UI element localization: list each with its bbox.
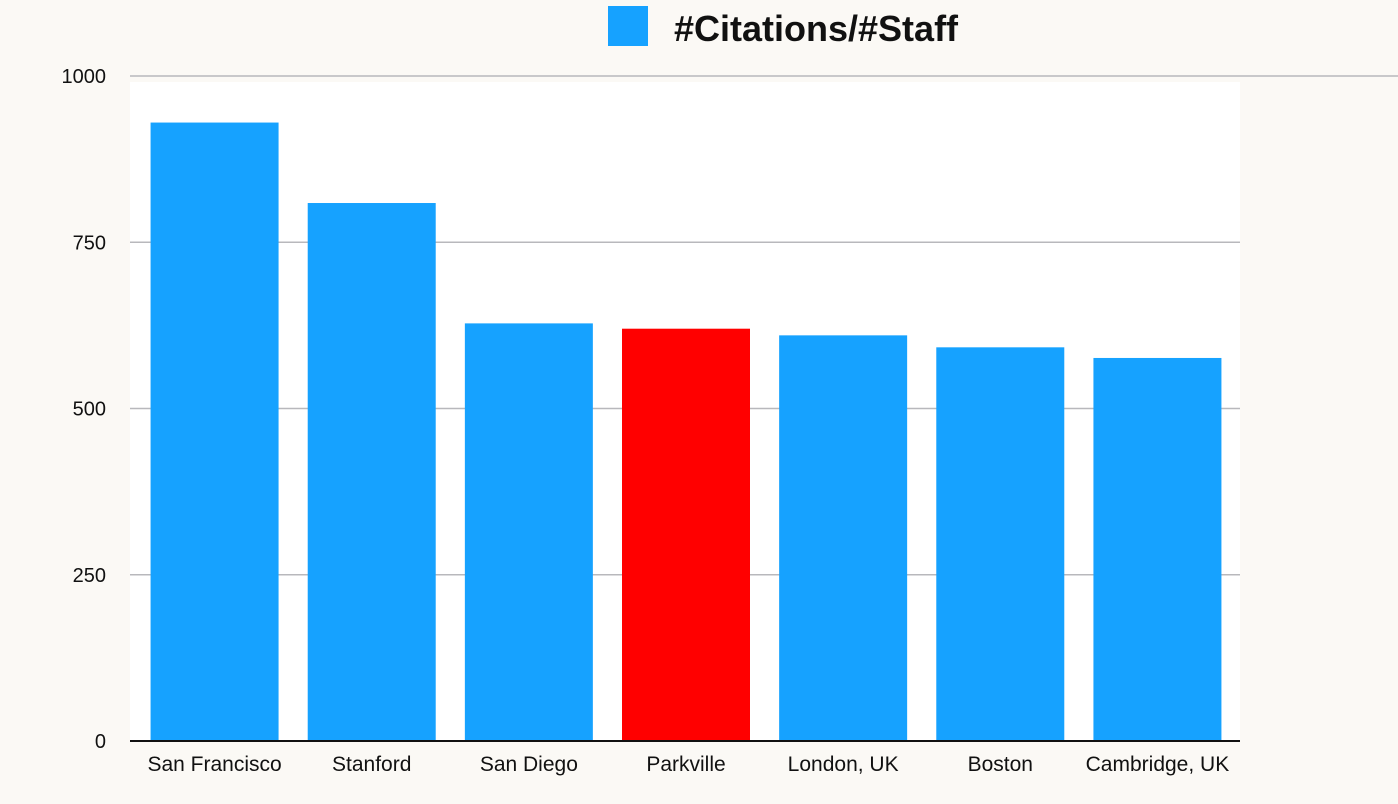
y-tick-label: 750 xyxy=(73,232,106,254)
x-tick-label: San Diego xyxy=(480,753,578,776)
legend-label: #Citations/#Staff xyxy=(674,8,959,49)
y-tick-label: 500 xyxy=(73,399,106,421)
x-tick-label: Stanford xyxy=(332,753,411,776)
bar xyxy=(779,335,908,741)
x-tick-label: Parkville xyxy=(646,753,725,776)
y-tick-label: 250 xyxy=(73,565,106,587)
bar xyxy=(150,122,279,742)
x-axis-labels: San Francisco Stanford San Diego Parkville L… xyxy=(147,753,1229,776)
bar xyxy=(464,323,593,741)
bar xyxy=(307,203,436,741)
x-tick-label: San Francisco xyxy=(147,753,281,776)
x-tick-label: Cambridge, UK xyxy=(1086,753,1230,776)
y-axis-ticks: 0 250 500 750 1000 xyxy=(62,66,107,753)
y-tick-label: 0 xyxy=(95,731,106,753)
legend: #Citations/#Staff xyxy=(608,6,959,49)
x-tick-label: London, UK xyxy=(788,753,899,776)
legend-swatch xyxy=(608,6,648,46)
bar xyxy=(1093,357,1222,741)
bar xyxy=(622,328,750,741)
bars xyxy=(150,122,1222,742)
bar xyxy=(936,347,1065,741)
x-tick-label: Boston xyxy=(968,753,1033,776)
y-tick-label: 1000 xyxy=(62,66,107,88)
